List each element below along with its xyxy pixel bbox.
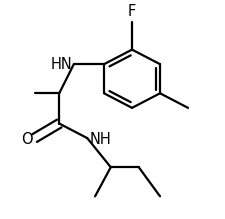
- Text: HN: HN: [51, 57, 72, 72]
- Text: NH: NH: [89, 132, 111, 147]
- Text: F: F: [127, 4, 135, 19]
- Text: O: O: [21, 132, 32, 147]
